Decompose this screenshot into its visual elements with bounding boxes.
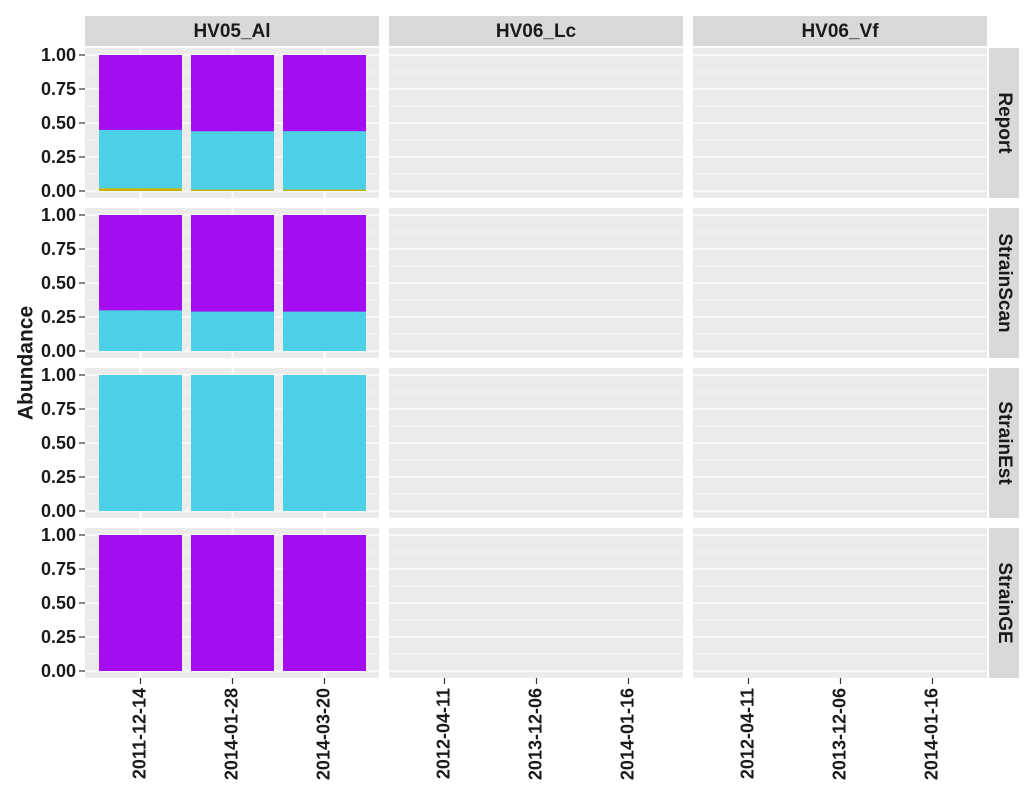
bar-segment (283, 55, 366, 132)
x-tick-label: 2014-03-20 (313, 688, 333, 780)
bar-2013-12-06 (191, 215, 274, 351)
y-tick-label: 0.25 (41, 147, 76, 167)
y-tick-label: 0.75 (41, 79, 76, 99)
column-strip-label: HV06_Lc (496, 21, 577, 42)
row-strip-label: StrainScan (994, 233, 1015, 332)
bar-segment (283, 311, 366, 351)
y-tick-label: 1.00 (41, 205, 76, 225)
y-tick-label: 0.50 (41, 593, 76, 613)
column-strip-HV05_Al: HV05_Al (85, 16, 379, 46)
column-strip-bg (85, 16, 379, 46)
x-tick-label: 2014-01-28 (221, 688, 241, 780)
bar-segment (191, 375, 274, 511)
bar-2012-04-11 (99, 55, 182, 191)
bar-segment (283, 535, 366, 671)
bar-2014-01-16 (283, 215, 366, 351)
bar-2013-12-06 (191, 55, 274, 191)
y-tick-label: 0.50 (41, 433, 76, 453)
y-tick-label: 1.00 (41, 525, 76, 545)
bar-2012-04-11 (99, 535, 182, 671)
y-tick-label: 0.50 (41, 113, 76, 133)
bar-segment (283, 375, 366, 511)
bar-segment (191, 189, 274, 191)
bar-segment (283, 131, 366, 190)
row-strip-label: StrainGE (994, 562, 1015, 643)
y-tick-label: 0.25 (41, 627, 76, 647)
y-tick-label: 0.00 (41, 661, 76, 681)
row-strip-bg (989, 48, 1019, 198)
column-strip-bg (389, 16, 683, 46)
bar-segment (99, 55, 182, 130)
bar-2014-01-16 (283, 55, 366, 191)
x-tick-label: 2011-12-14 (129, 688, 149, 779)
row-strip-bg (989, 528, 1019, 678)
bar-segment (99, 129, 182, 189)
y-axis-title: Abundance (15, 306, 38, 420)
row-strip-Report: Report (989, 48, 1019, 198)
column-strip-HV06_Vf: HV06_Vf (693, 16, 987, 46)
x-tick-label: 2014-01-16 (617, 688, 637, 780)
bar-2012-04-11 (99, 375, 182, 511)
y-tick-label: 0.25 (41, 307, 76, 327)
row-strip-StrainScan: StrainScan (989, 208, 1019, 358)
panel-StrainGE-HV06_Vf (99, 528, 987, 678)
bar-segment (191, 215, 274, 312)
bar-segment (283, 189, 366, 191)
bar-segment (191, 311, 274, 351)
x-tick-label: 2012-04-11 (737, 688, 757, 779)
panel-StrainScan-HV06_Vf (99, 208, 987, 358)
bar-segment (99, 535, 182, 671)
row-strip-StrainEst: StrainEst (989, 368, 1019, 518)
row-strip-StrainGE: StrainGE (989, 528, 1019, 678)
y-tick-label: 0.00 (41, 341, 76, 361)
y-tick-label: 0.00 (41, 501, 76, 521)
y-tick-label: 1.00 (41, 365, 76, 385)
x-tick-label: 2013-12-06 (525, 688, 545, 780)
bar-segment (99, 215, 182, 311)
x-tick-label: 2012-04-11 (433, 688, 453, 779)
y-tick-label: 0.00 (41, 181, 76, 201)
row-strip-bg (989, 368, 1019, 518)
y-tick-label: 0.25 (41, 467, 76, 487)
bar-segment (99, 375, 182, 511)
column-strip-label: HV06_Vf (801, 21, 879, 42)
bar-2013-12-06 (191, 535, 274, 671)
bar-segment (99, 188, 182, 191)
column-strip-bg (693, 16, 987, 46)
panel-StrainEst-HV06_Vf (99, 368, 987, 518)
y-tick-label: 0.75 (41, 239, 76, 259)
y-tick-label: 0.50 (41, 273, 76, 293)
row-strip-label: Report (994, 92, 1015, 154)
bar-segment (283, 215, 366, 312)
bar-2014-01-16 (283, 535, 366, 671)
bar-2014-01-16 (283, 375, 366, 511)
bar-segment (191, 535, 274, 671)
panel-Report-HV06_Vf (99, 48, 987, 198)
bar-segment (191, 131, 274, 190)
row-strip-label: StrainEst (994, 401, 1015, 485)
x-tick-label: 2014-01-16 (921, 688, 941, 780)
y-tick-label: 1.00 (41, 45, 76, 65)
bar-segment (191, 55, 274, 132)
bar-2013-12-06 (191, 375, 274, 511)
bar-segment (99, 310, 182, 351)
column-strip-label: HV05_Al (193, 21, 270, 42)
x-tick-label: 2013-12-06 (829, 688, 849, 780)
column-strip-HV06_Lc: HV06_Lc (389, 16, 683, 46)
y-tick-label: 0.75 (41, 559, 76, 579)
y-tick-label: 0.75 (41, 399, 76, 419)
row-strip-bg (989, 208, 1019, 358)
bar-2012-04-11 (99, 215, 182, 351)
